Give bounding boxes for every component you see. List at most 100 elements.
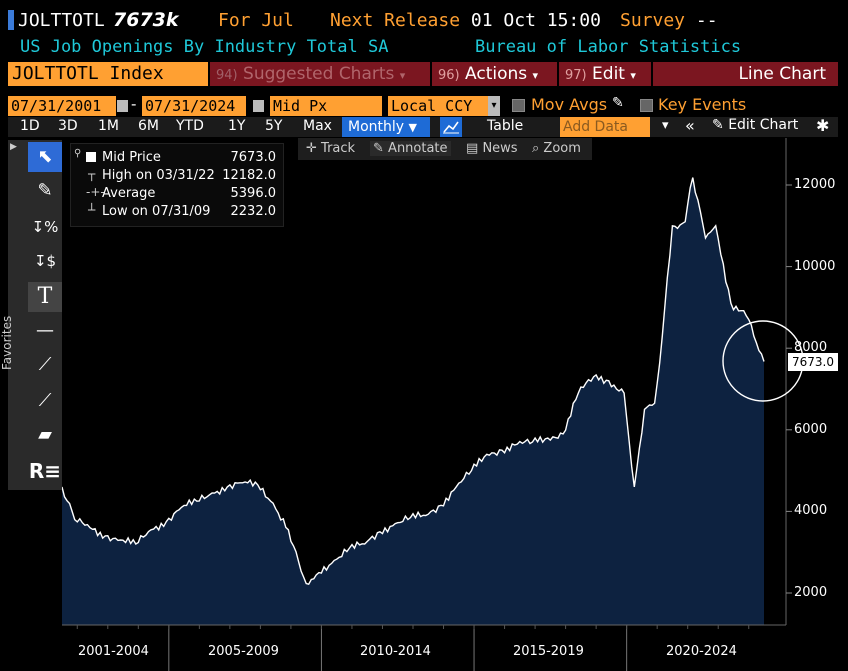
trendline-icon[interactable]: ⟋ xyxy=(38,354,52,375)
line-chart-icon xyxy=(443,121,459,134)
percent-measure-icon[interactable]: ↧% xyxy=(31,218,59,236)
date-separator: - xyxy=(131,95,137,113)
track-button[interactable]: ✛ Track xyxy=(306,141,355,156)
period-1m[interactable]: 1M xyxy=(98,118,119,134)
period-ytd[interactable]: YTD xyxy=(176,118,204,134)
actions-menu[interactable]: 96) Actions ▾ xyxy=(432,62,557,86)
suggested-label: Suggested Charts xyxy=(243,64,395,84)
high-marker-icon: ┬ xyxy=(88,167,96,181)
text-tool-icon[interactable]: T xyxy=(28,282,62,312)
series-area xyxy=(62,177,764,625)
pencil-icon[interactable]: ✎ xyxy=(612,95,624,111)
filter-icon[interactable]: ▾ xyxy=(662,118,669,133)
annotate-button[interactable]: ✎ Annotate xyxy=(370,141,451,156)
price-field[interactable]: Mid Px xyxy=(270,96,382,116)
for-period: For Jul xyxy=(218,10,294,31)
legend-high-label: High on 03/31/22 xyxy=(102,168,215,183)
news-button[interactable]: ▤ News xyxy=(466,141,518,156)
legend-swatch xyxy=(86,152,96,162)
chevron-down-icon: ▾ xyxy=(532,69,539,82)
favorites-tab[interactable] xyxy=(8,140,26,490)
ticker-marker xyxy=(8,10,14,30)
series-line xyxy=(61,177,765,586)
news-label: News xyxy=(482,141,518,156)
security-field[interactable]: JOLTTOTL Index xyxy=(8,62,208,86)
chart-type-label[interactable]: Line Chart xyxy=(653,62,838,86)
channel-icon[interactable]: ▰ xyxy=(38,424,52,445)
chevron-down-icon: ▼ xyxy=(408,121,417,134)
period-1d[interactable]: 1D xyxy=(20,118,40,134)
pencil-icon: ✎ xyxy=(712,117,724,133)
zoom-button[interactable]: ⌕ Zoom xyxy=(532,141,581,156)
low-marker-icon: ┴ xyxy=(88,203,96,217)
period-3d[interactable]: 3D xyxy=(58,118,78,134)
chevron-down-icon: ▾ xyxy=(630,69,636,82)
suggested-num: 94) xyxy=(216,68,238,83)
actions-label: Actions xyxy=(465,64,528,84)
survey-value: -- xyxy=(695,10,718,31)
ray-line-icon[interactable]: ⟋ xyxy=(38,390,52,411)
next-release: Next Release 01 Oct 15:00 xyxy=(330,10,601,31)
dollar-measure-icon[interactable]: ↧$ xyxy=(33,252,57,270)
x-period-label: 2015-2019 xyxy=(513,644,584,659)
period-6m[interactable]: 6M xyxy=(138,118,159,134)
y-tick-label: 2000 xyxy=(794,585,828,600)
y-ticks xyxy=(786,184,792,594)
last-value: 7673k xyxy=(113,9,179,31)
y-tick-label: 10000 xyxy=(794,258,836,274)
y-tick-label: 8000 xyxy=(794,340,828,356)
collapse-icon[interactable]: « xyxy=(685,116,695,135)
x-period-label: 2020-2024 xyxy=(666,644,737,659)
legend-high-value: 12182.0 xyxy=(222,168,276,183)
security-description: US Job Openings By Industry Total SA xyxy=(20,37,389,57)
pencil-icon: ✎ xyxy=(373,141,384,156)
legend-box xyxy=(70,143,284,227)
add-data-field[interactable]: Add Data xyxy=(560,117,650,137)
expand-arrow-icon[interactable]: ▶ xyxy=(10,142,17,152)
chart-canvas[interactable] xyxy=(0,138,848,671)
mov-avgs-checkbox[interactable] xyxy=(512,99,525,112)
x-period-label: 2001-2004 xyxy=(78,644,149,659)
chart-view-icon[interactable] xyxy=(440,117,462,137)
next-release-value: 01 Oct 15:00 xyxy=(470,10,601,31)
edit-chart-button[interactable]: ✎ Edit Chart xyxy=(712,117,798,133)
search-icon: ⌕ xyxy=(532,141,540,156)
last-price-label: 7673.0 xyxy=(788,353,838,371)
key-events-checkbox[interactable] xyxy=(640,99,653,112)
next-release-label: Next Release xyxy=(330,10,461,31)
period-5y[interactable]: 5Y xyxy=(265,118,283,134)
actions-num: 96) xyxy=(438,68,460,83)
mov-avgs-label[interactable]: Mov Avgs xyxy=(531,95,608,114)
suggested-charts-button[interactable]: 94) Suggested Charts ▾ xyxy=(210,62,430,86)
settings-icon[interactable]: ⚲ xyxy=(74,148,82,159)
ticker-symbol[interactable]: JOLTTOTL xyxy=(18,10,105,31)
cursor-icon[interactable]: ⬉ xyxy=(28,142,62,172)
table-button[interactable]: Table xyxy=(487,118,524,134)
period-1y[interactable]: 1Y xyxy=(228,118,246,134)
edit-chart-label: Edit Chart xyxy=(728,117,799,133)
calendar-icon[interactable] xyxy=(253,100,264,112)
horizontal-line-icon[interactable]: — xyxy=(36,320,54,341)
pencil-draw-icon[interactable]: ✎ xyxy=(37,180,53,201)
edit-label: Edit xyxy=(592,64,625,84)
annotate-label: Annotate xyxy=(388,141,448,156)
key-events-label[interactable]: Key Events xyxy=(658,95,747,114)
zoom-label: Zoom xyxy=(543,141,581,156)
period-max[interactable]: Max xyxy=(303,118,332,134)
survey-label: Survey xyxy=(620,10,686,31)
chevron-down-icon: ▾ xyxy=(399,69,406,82)
edit-menu[interactable]: 97) Edit ▾ xyxy=(559,62,651,86)
currency-field[interactable]: Local CCY xyxy=(388,96,488,116)
start-date-field[interactable]: 07/31/2001 xyxy=(8,96,116,116)
end-date-field[interactable]: 07/31/2024 xyxy=(142,96,246,116)
favorites-label[interactable]: Favorites xyxy=(0,315,14,370)
x-period-label: 2010-2014 xyxy=(360,644,431,659)
retracement-icon[interactable]: R≡ xyxy=(28,459,62,483)
frequency-dropdown[interactable]: Monthly ▼ xyxy=(342,117,430,137)
chevron-down-icon[interactable]: ▾ xyxy=(488,96,500,116)
x-separators xyxy=(76,625,750,671)
gear-icon[interactable]: ✱ xyxy=(816,116,830,135)
track-label: Track xyxy=(321,141,356,156)
calendar-icon[interactable] xyxy=(117,100,128,112)
y-tick-label: 4000 xyxy=(794,503,828,519)
